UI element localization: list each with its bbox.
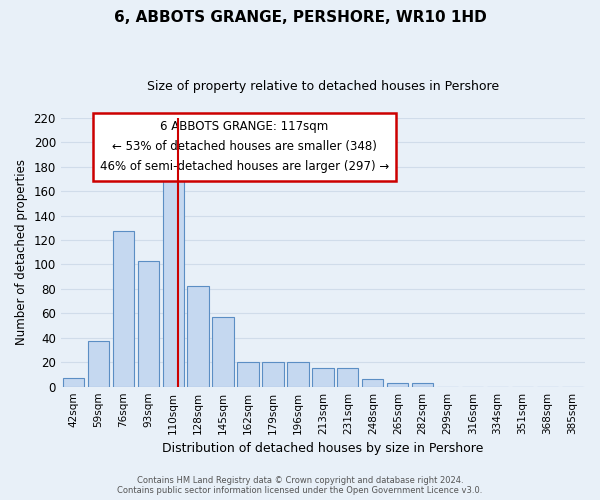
Y-axis label: Number of detached properties: Number of detached properties: [15, 159, 28, 345]
Text: Contains HM Land Registry data © Crown copyright and database right 2024.
Contai: Contains HM Land Registry data © Crown c…: [118, 476, 482, 495]
Bar: [337, 368, 358, 386]
Text: 6, ABBOTS GRANGE, PERSHORE, WR10 1HD: 6, ABBOTS GRANGE, PERSHORE, WR10 1HD: [113, 10, 487, 25]
Title: Size of property relative to detached houses in Pershore: Size of property relative to detached ho…: [147, 80, 499, 93]
Bar: [362, 380, 383, 386]
Bar: [137, 261, 159, 386]
Bar: [212, 317, 233, 386]
Bar: [187, 286, 209, 386]
Text: 6 ABBOTS GRANGE: 117sqm
← 53% of detached houses are smaller (348)
46% of semi-d: 6 ABBOTS GRANGE: 117sqm ← 53% of detache…: [100, 120, 389, 174]
Bar: [312, 368, 334, 386]
Bar: [62, 378, 84, 386]
Bar: [238, 362, 259, 386]
Bar: [262, 362, 284, 386]
Bar: [163, 166, 184, 386]
Bar: [387, 383, 409, 386]
Bar: [113, 232, 134, 386]
Bar: [88, 342, 109, 386]
Bar: [287, 362, 308, 386]
X-axis label: Distribution of detached houses by size in Pershore: Distribution of detached houses by size …: [162, 442, 484, 455]
Bar: [412, 383, 433, 386]
